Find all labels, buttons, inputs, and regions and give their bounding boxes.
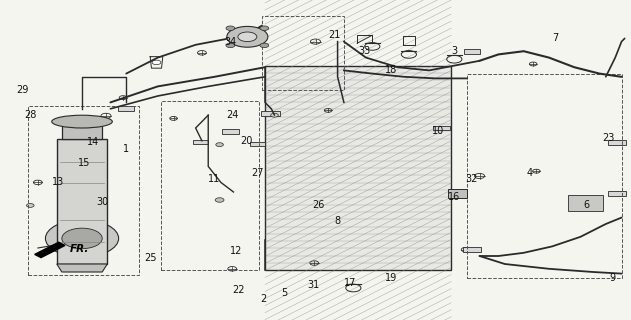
Text: 32: 32 — [466, 174, 478, 184]
Bar — [265, 66, 451, 270]
Bar — [261, 111, 280, 116]
Text: FR.: FR. — [69, 244, 89, 254]
Circle shape — [45, 220, 119, 257]
Bar — [572, 200, 595, 207]
Text: 34: 34 — [224, 36, 237, 47]
Bar — [467, 74, 622, 278]
Text: 18: 18 — [385, 65, 398, 76]
Text: 10: 10 — [432, 126, 445, 136]
Text: 3: 3 — [451, 46, 457, 56]
Circle shape — [216, 143, 223, 147]
Text: 19: 19 — [385, 273, 398, 284]
Text: 24: 24 — [226, 110, 239, 120]
Polygon shape — [35, 242, 65, 258]
Circle shape — [215, 198, 224, 202]
Ellipse shape — [52, 115, 112, 128]
Text: 11: 11 — [208, 174, 221, 184]
Text: 33: 33 — [358, 46, 371, 56]
Bar — [463, 247, 481, 252]
Polygon shape — [57, 264, 107, 272]
Bar — [193, 140, 208, 144]
Circle shape — [260, 43, 269, 48]
Text: 28: 28 — [24, 110, 37, 120]
Text: 27: 27 — [251, 168, 264, 178]
Text: 14: 14 — [87, 137, 100, 148]
Text: 26: 26 — [312, 200, 325, 210]
Circle shape — [152, 60, 161, 65]
Text: 16: 16 — [448, 192, 461, 202]
Text: 13: 13 — [52, 177, 64, 188]
Text: 31: 31 — [307, 280, 319, 290]
Text: 30: 30 — [96, 196, 109, 207]
Ellipse shape — [238, 32, 257, 42]
Bar — [568, 195, 603, 211]
Bar — [262, 16, 344, 90]
Bar — [608, 140, 626, 145]
Circle shape — [271, 113, 278, 117]
Bar — [57, 139, 107, 264]
Circle shape — [260, 26, 269, 30]
Text: 4: 4 — [527, 168, 533, 178]
Text: 15: 15 — [78, 158, 90, 168]
Text: 23: 23 — [603, 132, 615, 143]
Bar — [608, 191, 626, 196]
Circle shape — [27, 204, 34, 207]
Circle shape — [62, 228, 102, 249]
Bar — [28, 106, 139, 275]
Bar — [448, 189, 467, 198]
Text: 22: 22 — [232, 284, 245, 295]
Bar — [250, 142, 265, 146]
Text: 21: 21 — [328, 30, 341, 40]
Text: 6: 6 — [584, 200, 590, 210]
Bar — [161, 101, 259, 270]
Text: 1: 1 — [123, 144, 129, 154]
Ellipse shape — [227, 27, 268, 47]
Bar — [62, 122, 102, 139]
Circle shape — [226, 26, 235, 30]
Text: 17: 17 — [344, 278, 357, 288]
Bar — [433, 125, 450, 131]
Text: 20: 20 — [240, 136, 252, 146]
Bar — [464, 49, 480, 54]
Text: 5: 5 — [281, 288, 287, 298]
Text: 2: 2 — [261, 294, 267, 304]
Text: 29: 29 — [16, 84, 29, 95]
Circle shape — [226, 43, 235, 48]
Text: 9: 9 — [609, 273, 615, 284]
Text: 25: 25 — [144, 252, 156, 263]
Bar — [222, 129, 239, 134]
Text: 8: 8 — [334, 216, 341, 226]
Text: 12: 12 — [230, 246, 243, 256]
Bar — [118, 106, 134, 111]
Text: 7: 7 — [552, 33, 558, 44]
